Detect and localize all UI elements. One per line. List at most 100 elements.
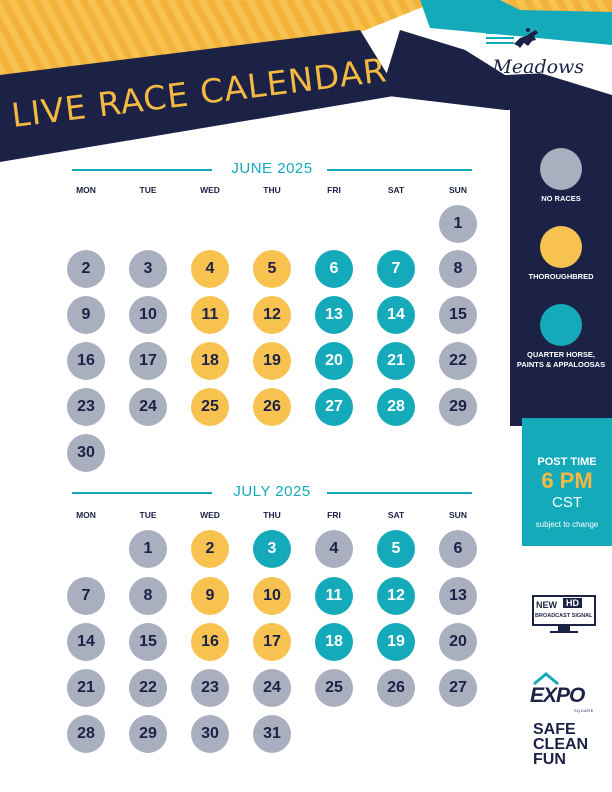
day-cell: 23 [67,388,105,426]
month-header: JULY 2025 [72,483,472,503]
day-cell: 13 [439,577,477,615]
divider [72,169,212,171]
day-cell: 15 [439,296,477,334]
day-cell: 17 [253,623,291,661]
day-cell: 9 [191,577,229,615]
horse-jockey-icon [486,28,538,48]
day-cell: 23 [191,669,229,707]
day-cell: 10 [253,577,291,615]
day-cell: 28 [377,388,415,426]
day-cell: 27 [439,669,477,707]
day-cell: 29 [439,388,477,426]
day-cell: 26 [377,669,415,707]
day-cell: 5 [253,250,291,288]
weekday-label: MON [76,185,96,195]
weekday-label: WED [200,185,220,195]
slogan: SAFE CLEAN FUN [533,721,605,768]
day-cell: 5 [377,530,415,568]
hd-signal-label: BROADCAST SIGNAL [535,613,593,619]
post-time-note: subject to change [535,520,599,529]
slogan-line: SAFE [533,721,576,738]
day-cell: 24 [129,388,167,426]
legend-swatch-quarter-horse [540,304,582,346]
day-cell: 10 [129,296,167,334]
day-cell: 19 [377,623,415,661]
day-cell: 7 [377,250,415,288]
divider [327,492,472,494]
day-cell: 27 [315,388,353,426]
day-cell: 18 [191,342,229,380]
post-time-label: POST TIME [537,456,597,468]
post-time-panel: POST TIME 6 PM CST subject to change [522,418,612,546]
day-cell: 13 [315,296,353,334]
day-cell: 6 [315,250,353,288]
logo-name: Fair Meadows [448,56,585,78]
weekday-label: SAT [387,185,405,195]
day-cell: 14 [377,296,415,334]
day-cell: 25 [191,388,229,426]
legend-label-no-races: NO RACES [541,194,581,203]
day-cell: 31 [253,715,291,753]
day-cell: 14 [67,623,105,661]
day-cell: 28 [67,715,105,753]
day-cell: 1 [439,205,477,243]
post-time-value: 6 PM [541,468,593,493]
hd-broadcast-badge: NEW HD BROADCAST SIGNAL [532,595,596,635]
day-cell: 1 [129,530,167,568]
day-cell: 3 [253,530,291,568]
month-header: JUNE 2025 [72,160,472,180]
legend-swatch-no-races [540,148,582,190]
logo-subtitle: AT EXPO SQUARE [480,81,546,87]
day-cell: 3 [129,250,167,288]
weekday-label: SAT [387,510,405,520]
day-cell: 15 [129,623,167,661]
day-cell: 24 [253,669,291,707]
day-cell: 6 [439,530,477,568]
day-cell: 30 [67,434,105,472]
day-cell: 8 [439,250,477,288]
day-cell: 29 [129,715,167,753]
day-cell: 12 [377,577,415,615]
legend-label-thoroughbred: THOROUGHBRED [528,272,594,281]
expo-logo-sub: SQUARE [574,708,594,713]
legend-label-quarter-horse: QUARTER HORSE, PAINTS & APPALOOSAS [516,350,606,369]
day-cell: 30 [191,715,229,753]
hd-label: HD [563,598,582,608]
day-cell: 22 [439,342,477,380]
day-cell: 2 [67,250,105,288]
day-cell: 21 [377,342,415,380]
day-cell: 22 [129,669,167,707]
weekday-label: SUN [449,510,467,520]
day-cell: 18 [315,623,353,661]
weekday-label: TUE [139,510,157,520]
day-cell: 12 [253,296,291,334]
weekday-label: THU [263,185,281,195]
legend-swatch-thoroughbred [540,226,582,268]
hd-new-label: NEW [536,600,557,610]
day-cell: 20 [315,342,353,380]
day-cell: 26 [253,388,291,426]
post-time-zone: CST [552,494,582,511]
day-cell: 11 [191,296,229,334]
day-cell: 7 [67,577,105,615]
header-graphic [0,0,612,162]
day-cell: 21 [67,669,105,707]
day-cell: 9 [67,296,105,334]
day-cell: 17 [129,342,167,380]
weekday-label: TUE [139,185,157,195]
tv-stand [558,626,570,631]
day-cell: 25 [315,669,353,707]
weekday-label: FRI [327,185,341,195]
month-title: JULY 2025 [233,483,311,500]
weekday-label: FRI [327,510,341,520]
day-cell: 19 [253,342,291,380]
day-cell: 2 [191,530,229,568]
weekday-label: MON [76,510,96,520]
expo-square-logo: EXPO SQUARE [530,672,602,716]
tv-foot [550,631,578,633]
month-title: JUNE 2025 [231,160,313,177]
legend-panel: NO RACES THOROUGHBRED QUARTER HORSE, PAI… [510,108,612,426]
divider [72,492,212,494]
slogan-line: CLEAN [533,736,589,753]
weekday-label: WED [200,510,220,520]
